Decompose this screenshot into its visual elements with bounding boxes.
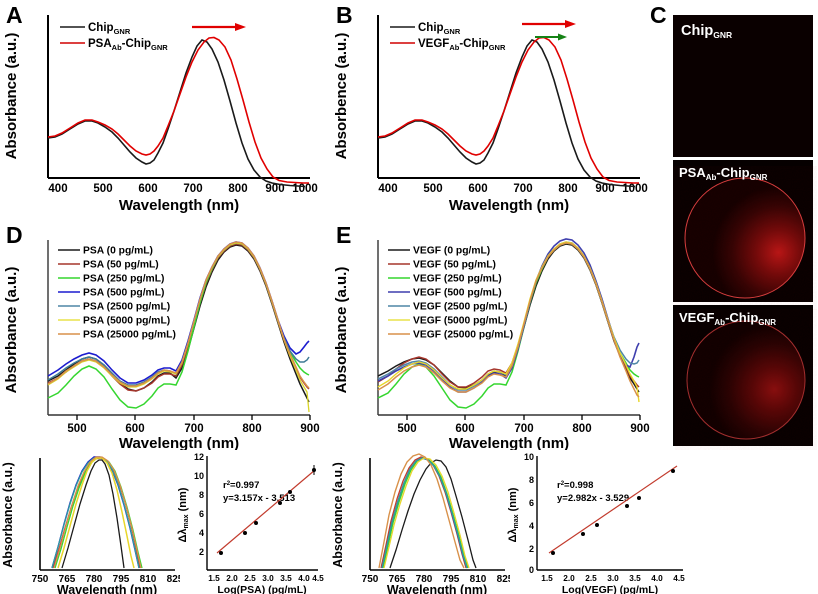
svg-text:400: 400 — [378, 183, 397, 195]
svg-text:600: 600 — [125, 423, 144, 435]
svg-text:Log(PSA) (pg/mL): Log(PSA) (pg/mL) — [217, 584, 306, 594]
svg-text:r2=0.998: r2=0.998 — [557, 480, 593, 491]
svg-text:12: 12 — [194, 452, 204, 462]
svg-text:500: 500 — [93, 183, 112, 195]
svg-text:10: 10 — [524, 452, 534, 462]
svg-text:2.5: 2.5 — [585, 573, 597, 583]
svg-text:600: 600 — [455, 423, 474, 435]
svg-text:750: 750 — [32, 574, 49, 585]
svg-text:ChipGNR: ChipGNR — [418, 22, 461, 36]
svg-text:VEGFAb-ChipGNR: VEGFAb-ChipGNR — [418, 38, 506, 52]
svg-text:2.0: 2.0 — [563, 573, 575, 583]
svg-text:VEGF (2500 pg/mL): VEGF (2500 pg/mL) — [413, 302, 507, 313]
svg-text:Absorbance (a.u.): Absorbance (a.u.) — [3, 33, 20, 160]
svg-text:2: 2 — [199, 547, 204, 557]
svg-text:PSA (2500 pg/mL): PSA (2500 pg/mL) — [83, 302, 170, 313]
svg-text:4.0: 4.0 — [298, 573, 310, 583]
svg-text:PSA (5000 pg/mL): PSA (5000 pg/mL) — [83, 316, 170, 327]
svg-text:750: 750 — [362, 574, 379, 585]
svg-text:700: 700 — [184, 423, 203, 435]
svg-text:8: 8 — [529, 475, 534, 485]
svg-text:4.0: 4.0 — [651, 573, 663, 583]
svg-text:400: 400 — [48, 183, 67, 195]
svg-text:600: 600 — [468, 183, 487, 195]
svg-text:0: 0 — [529, 565, 534, 575]
svg-text:1000: 1000 — [292, 183, 318, 195]
svg-text:800: 800 — [558, 183, 577, 195]
svg-text:10: 10 — [194, 471, 204, 481]
svg-text:Absorbance (a.u.): Absorbance (a.u.) — [1, 462, 15, 568]
svg-text:4: 4 — [529, 521, 534, 531]
svg-text:VEGF (25000 pg/mL): VEGF (25000 pg/mL) — [413, 330, 513, 341]
svg-text:500: 500 — [397, 423, 416, 435]
svg-text:500: 500 — [67, 423, 86, 435]
svg-text:Absorbance (a.u.): Absorbance (a.u.) — [3, 267, 20, 394]
svg-text:PSA (500 pg/mL): PSA (500 pg/mL) — [83, 288, 164, 299]
svg-text:1.5: 1.5 — [208, 573, 220, 583]
svg-text:3.5: 3.5 — [280, 573, 292, 583]
svg-text:6: 6 — [199, 509, 204, 519]
svg-text:800: 800 — [242, 423, 261, 435]
svg-text:6: 6 — [529, 498, 534, 508]
svg-text:y=3.157x - 3.513: y=3.157x - 3.513 — [223, 493, 295, 504]
svg-text:ChipGNR: ChipGNR — [88, 22, 131, 36]
svg-text:Δλmax (nm): Δλmax (nm) — [507, 487, 520, 542]
svg-text:Wavelength (nm): Wavelength (nm) — [57, 583, 157, 594]
svg-text:y=2.982x - 3.529: y=2.982x - 3.529 — [557, 493, 629, 504]
svg-text:Wavelength (nm): Wavelength (nm) — [449, 197, 569, 214]
svg-text:VEGF (500 pg/mL): VEGF (500 pg/mL) — [413, 288, 502, 299]
svg-text:900: 900 — [630, 423, 649, 435]
svg-text:700: 700 — [513, 183, 532, 195]
svg-text:Log(VEGF) (pg/mL): Log(VEGF) (pg/mL) — [562, 584, 658, 594]
svg-text:2.0: 2.0 — [226, 573, 238, 583]
svg-text:Absorbance (a.u.): Absorbance (a.u.) — [333, 267, 350, 394]
svg-text:VEGF (50 pg/mL): VEGF (50 pg/mL) — [413, 260, 496, 271]
svg-text:4.5: 4.5 — [312, 573, 324, 583]
svg-text:PSA (50 pg/mL): PSA (50 pg/mL) — [83, 260, 159, 271]
svg-text:3.0: 3.0 — [607, 573, 619, 583]
svg-text:Absorbance (a.u.): Absorbance (a.u.) — [331, 462, 345, 568]
svg-text:800: 800 — [228, 183, 247, 195]
svg-text:4: 4 — [199, 528, 204, 538]
svg-text:700: 700 — [183, 183, 202, 195]
svg-text:Wavelength (nm): Wavelength (nm) — [119, 435, 239, 450]
svg-text:PSA (0 pg/mL): PSA (0 pg/mL) — [83, 246, 153, 257]
svg-text:3.5: 3.5 — [629, 573, 641, 583]
svg-text:PSA (25000 pg/mL): PSA (25000 pg/mL) — [83, 330, 176, 341]
svg-text:2: 2 — [529, 544, 534, 554]
svg-text:r2=0.997: r2=0.997 — [223, 480, 259, 491]
svg-text:1.5: 1.5 — [541, 573, 553, 583]
svg-text:700: 700 — [514, 423, 533, 435]
svg-text:8: 8 — [199, 490, 204, 500]
svg-text:Wavelength (nm): Wavelength (nm) — [449, 435, 569, 450]
svg-text:1000: 1000 — [622, 183, 648, 195]
svg-text:600: 600 — [138, 183, 157, 195]
svg-text:3.0: 3.0 — [262, 573, 274, 583]
svg-text:VEGF (5000 pg/mL): VEGF (5000 pg/mL) — [413, 316, 507, 327]
svg-text:VEGF (0 pg/mL): VEGF (0 pg/mL) — [413, 246, 490, 257]
svg-text:Δλmax (nm): Δλmax (nm) — [177, 487, 190, 542]
svg-text:PSA (250 pg/mL): PSA (250 pg/mL) — [83, 274, 164, 285]
svg-text:2.5: 2.5 — [244, 573, 256, 583]
svg-text:800: 800 — [572, 423, 591, 435]
svg-text:VEGF (250 pg/mL): VEGF (250 pg/mL) — [413, 274, 502, 285]
svg-text:900: 900 — [300, 423, 319, 435]
svg-text:4.5: 4.5 — [673, 573, 685, 583]
svg-text:Absorbence (a.u.): Absorbence (a.u.) — [333, 33, 350, 160]
svg-text:Wavelength (nm): Wavelength (nm) — [119, 197, 239, 214]
svg-text:500: 500 — [423, 183, 442, 195]
svg-text:Wavelength (nm): Wavelength (nm) — [387, 583, 487, 594]
svg-text:PSAAb-ChipGNR: PSAAb-ChipGNR — [88, 38, 168, 52]
